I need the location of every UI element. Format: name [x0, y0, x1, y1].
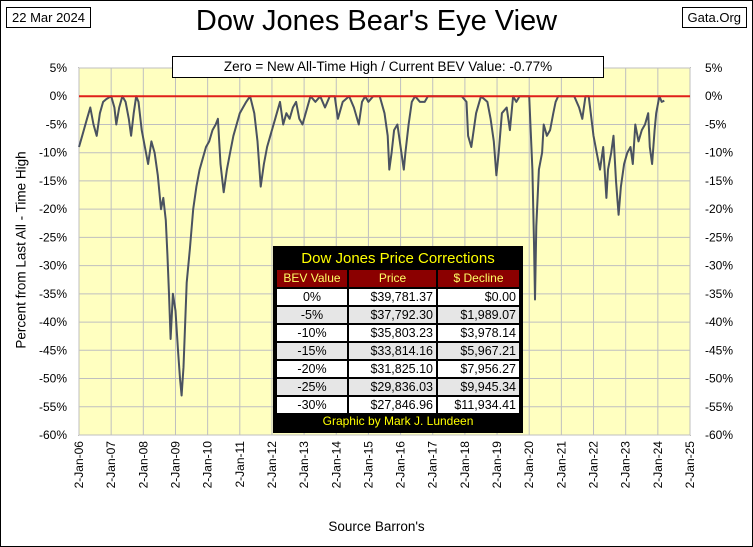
y-tick-label-right: -55% [705, 400, 733, 414]
table-row-1-decline: $1,989.07 [438, 307, 519, 323]
table-row-2-bev: -10% [277, 325, 347, 341]
x-tick-label: 2-Jan-21 [554, 441, 568, 489]
x-tick-label: 2-Jan-11 [233, 441, 247, 488]
table-row-1-price: $37,792.30 [349, 307, 436, 323]
table-row-2-decline: $3,978.14 [438, 325, 519, 341]
table-row-3-bev: -15% [277, 343, 347, 359]
x-tick-label: 2-Jan-08 [136, 441, 150, 489]
table-row-3-price: $33,814.16 [349, 343, 436, 359]
y-tick-label-left: -50% [39, 372, 67, 386]
table-row-5-bev: -25% [277, 379, 347, 395]
header-bev-value: BEV Value [277, 270, 347, 287]
y-tick-label-right: -10% [705, 146, 733, 160]
site-label: Gata.Org [681, 7, 747, 28]
table-row-4-bev: -20% [277, 361, 347, 377]
bev-note: Zero = New All-Time High / Current BEV V… [172, 56, 604, 78]
y-tick-label-left: -30% [39, 259, 67, 273]
y-tick-label-right: -40% [705, 315, 733, 329]
date-label: 22 Mar 2024 [6, 7, 91, 28]
table-row-0-bev: 0% [277, 289, 347, 305]
x-tick-label: 2-Jan-20 [522, 441, 536, 489]
x-tick-label: 2-Jan-09 [168, 441, 182, 489]
x-tick-label: 2-Jan-10 [201, 441, 215, 489]
table-row-5-price: $29,836.03 [349, 379, 436, 395]
table-row-6-decline: $11,934.41 [438, 397, 519, 413]
table-row-2-price: $35,803.23 [349, 325, 436, 341]
price-corrections-table: Dow Jones Price Corrections BEV Value Pr… [273, 246, 523, 433]
header-decline: $ Decline [438, 270, 519, 287]
header-price: Price [349, 270, 436, 287]
y-tick-label-right: -20% [705, 202, 733, 216]
x-tick-label: 2-Jan-18 [458, 441, 472, 489]
x-tick-label: 2-Jan-24 [651, 441, 665, 489]
y-tick-label-left: -10% [39, 146, 67, 160]
table-row-4-decline: $7,956.27 [438, 361, 519, 377]
y-tick-label-left: -25% [39, 230, 67, 244]
x-tick-label: 2-Jan-07 [104, 441, 118, 489]
chart-title: Dow Jones Bear's Eye View [195, 5, 558, 37]
x-tick-label: 2-Jan-17 [426, 441, 440, 489]
y-tick-label-right: -5% [705, 117, 727, 131]
x-tick-label: 2-Jan-06 [72, 441, 86, 489]
table-row-4-price: $31,825.10 [349, 361, 436, 377]
y-tick-label-left: 5% [50, 61, 68, 75]
source-caption: Source Barron's [328, 519, 425, 534]
y-tick-label-left: -20% [39, 202, 67, 216]
table-row-0-price: $39,781.37 [349, 289, 436, 305]
x-tick-label: 2-Jan-19 [490, 441, 504, 489]
table-row-6-price: $27,846.96 [349, 397, 436, 413]
y-tick-label-left: -15% [39, 174, 67, 188]
y-tick-label-right: -30% [705, 259, 733, 273]
y-tick-label-left: -45% [39, 343, 67, 357]
x-tick-label: 2-Jan-14 [329, 441, 343, 489]
y-tick-label-left: -60% [39, 428, 67, 442]
y-tick-label-left: -35% [39, 287, 67, 301]
y-axis-label: Percent from Last All - Time High [13, 151, 29, 349]
y-tick-label-right: 0% [705, 89, 723, 103]
table-row-0-decline: $0.00 [438, 289, 519, 305]
table-title: Dow Jones Price Corrections [301, 250, 495, 267]
y-tick-label-right: -60% [705, 428, 733, 442]
y-tick-label-right: 5% [705, 61, 723, 75]
y-tick-label-left: 0% [50, 89, 68, 103]
table-row-1-bev: -5% [277, 307, 347, 323]
y-tick-label-right: -45% [705, 343, 733, 357]
table-row-5-decline: $9,945.34 [438, 379, 519, 395]
table-row-3-decline: $5,967.21 [438, 343, 519, 359]
y-tick-label-right: -35% [705, 287, 733, 301]
x-tick-label: 2-Jan-22 [587, 441, 601, 489]
y-tick-label-right: -25% [705, 230, 733, 244]
x-tick-label: 2-Jan-13 [297, 441, 311, 489]
x-tick-label: 2-Jan-16 [394, 441, 408, 489]
y-tick-label-left: -5% [46, 117, 68, 131]
table-row-6-bev: -30% [277, 397, 347, 413]
y-tick-label-right: -50% [705, 372, 733, 386]
bev-series-line [78, 95, 665, 397]
x-tick-label: 2-Jan-25 [683, 441, 697, 489]
x-tick-label: 2-Jan-15 [361, 441, 375, 489]
y-tick-label-right: -15% [705, 174, 733, 188]
x-tick-label: 2-Jan-23 [619, 441, 633, 489]
y-tick-label-left: -55% [39, 400, 67, 414]
table-footer: Graphic by Mark J. Lundeen [322, 414, 474, 428]
y-tick-label-left: -40% [39, 315, 67, 329]
x-tick-label: 2-Jan-12 [265, 441, 279, 489]
